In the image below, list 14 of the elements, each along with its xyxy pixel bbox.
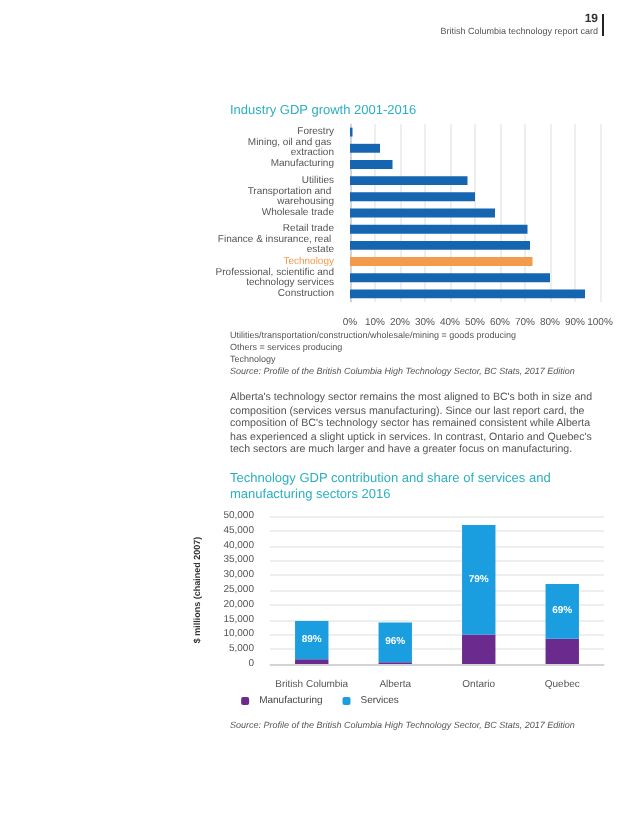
bar — [350, 289, 585, 299]
bar — [350, 273, 550, 283]
bar — [350, 224, 528, 234]
bar — [350, 192, 475, 202]
bar — [462, 634, 496, 664]
bar — [350, 176, 468, 186]
bar — [545, 584, 579, 639]
bar — [350, 160, 393, 169]
bar — [545, 638, 579, 664]
bar — [350, 257, 533, 266]
bar — [350, 143, 380, 153]
bar — [350, 208, 495, 218]
bar — [350, 240, 530, 250]
bar — [462, 524, 496, 635]
